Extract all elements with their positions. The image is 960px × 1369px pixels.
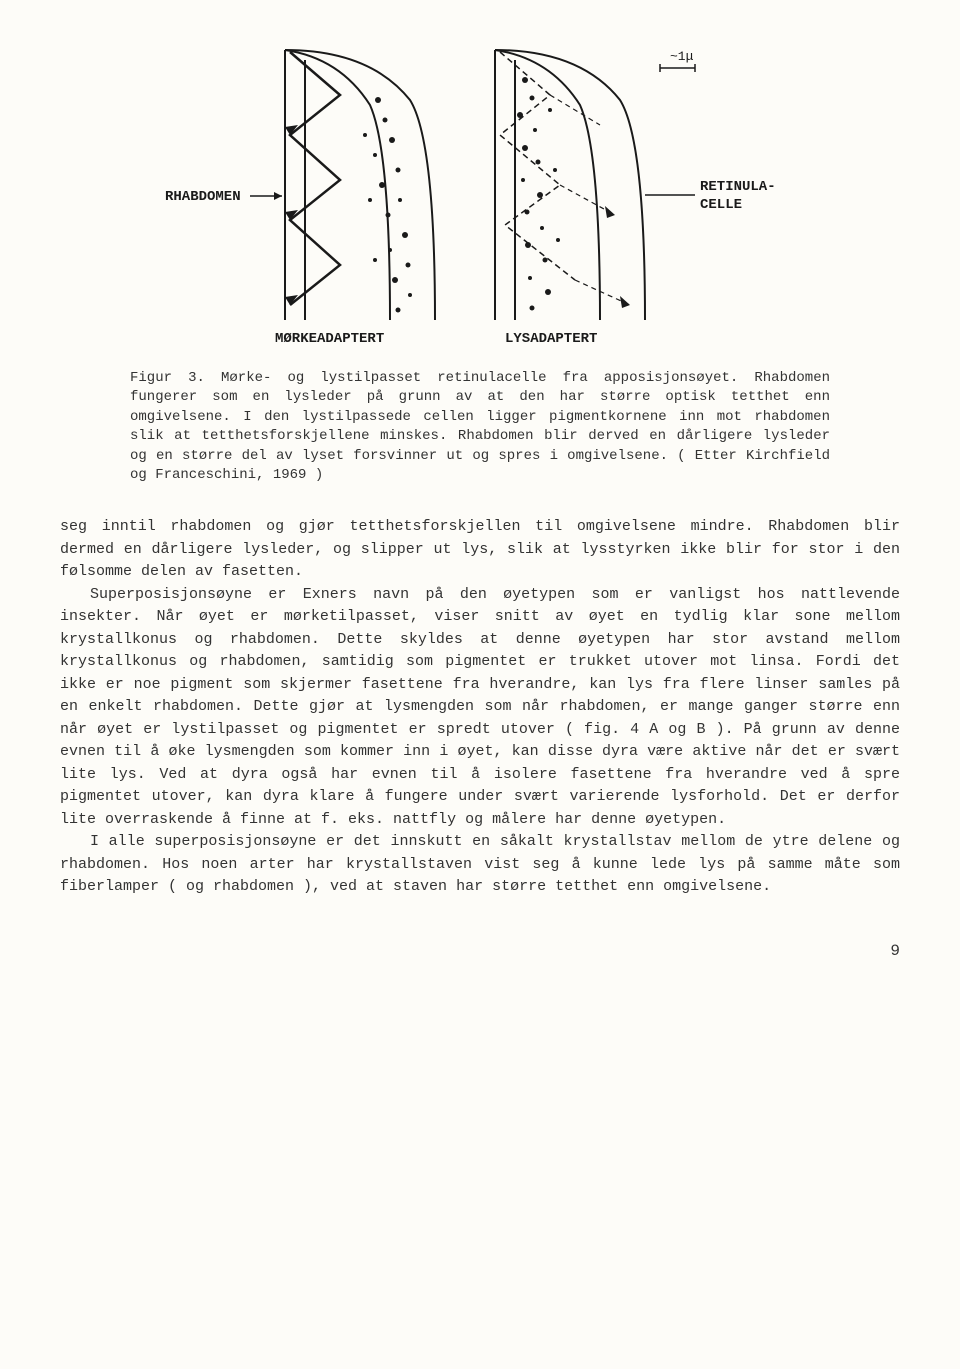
- page-number: 9: [60, 939, 900, 963]
- label-retinula-1: RETINULA-: [700, 179, 776, 195]
- scale-label: ~1μ: [670, 49, 694, 64]
- figure-3: ~1μ RHABDOMEN RETINULA- CELLE MØRKEADAPT…: [130, 40, 830, 486]
- label-rhabdomen: RHABDOMEN: [165, 189, 241, 205]
- figure-diagram: ~1μ RHABDOMEN RETINULA- CELLE MØRKEADAPT…: [130, 40, 830, 350]
- paragraph-1: seg inntil rhabdomen og gjør tetthetsfor…: [60, 516, 900, 584]
- figure-caption: Figur 3. Mørke- og lystilpasset retinula…: [130, 369, 830, 487]
- label-light-adapted: LYSADAPTERT: [505, 331, 597, 347]
- paragraph-2: Superposisjonsøyne er Exners navn på den…: [60, 584, 900, 832]
- label-retinula-2: CELLE: [700, 197, 742, 213]
- label-dark-adapted: MØRKEADAPTERT: [275, 331, 384, 347]
- figure-caption-prefix: Figur 3.: [130, 370, 205, 386]
- body-text: seg inntil rhabdomen og gjør tetthetsfor…: [60, 516, 900, 899]
- paragraph-3: I alle superposisjonsøyne er det innskut…: [60, 831, 900, 899]
- figure-caption-text: Mørke- og lystilpasset retinulacelle fra…: [130, 370, 830, 484]
